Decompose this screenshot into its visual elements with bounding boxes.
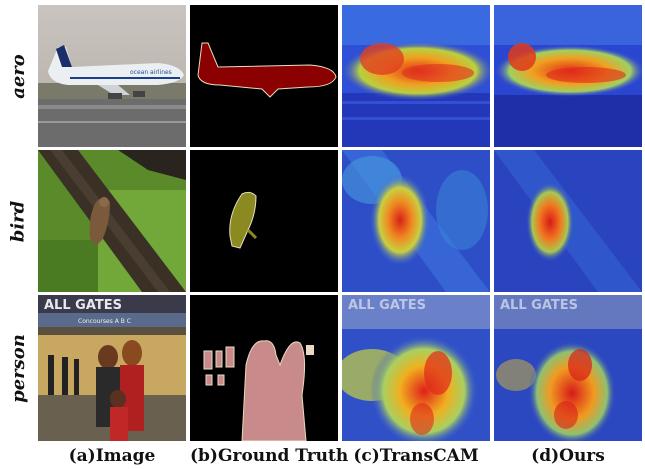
bird-ground-truth [190, 150, 338, 292]
aero-airline-logo: ocean airlines [130, 69, 172, 76]
bird-image [38, 150, 186, 292]
svg-text:ALL GATES: ALL GATES [500, 298, 578, 313]
person-ours-map: ALL GATES [494, 295, 642, 441]
col-label-transcam: (c)TransCAM [353, 446, 479, 466]
bird-ours-map [494, 150, 642, 292]
person-ground-truth [190, 295, 338, 441]
person-banner-text: ALL GATES [44, 298, 122, 313]
bird-mask [229, 191, 257, 249]
bird-transcam-map [342, 150, 490, 292]
aero-transcam-map [342, 5, 490, 147]
col-label-image: (a)Image [68, 446, 156, 466]
person-image: ALL GATES Concourses A B C [38, 295, 186, 441]
svg-text:ALL GATES: ALL GATES [348, 298, 426, 313]
aero-ours-map [494, 5, 642, 147]
aero-image: ocean airlines [38, 5, 186, 147]
row-label-person: person [7, 333, 29, 403]
person-transcam-map: ALL GATES [342, 295, 490, 441]
aero-mask [197, 42, 337, 98]
person-concourse-sign: Concourses A B C [78, 318, 131, 325]
col-label-ours: (d)Ours [531, 446, 605, 466]
row-label-aero: aero [7, 53, 29, 99]
row-label-bird: bird [7, 200, 29, 242]
aero-ground-truth [190, 5, 338, 147]
col-label-ground-truth: (b)Ground Truth [190, 446, 349, 466]
person-mask [203, 340, 307, 441]
